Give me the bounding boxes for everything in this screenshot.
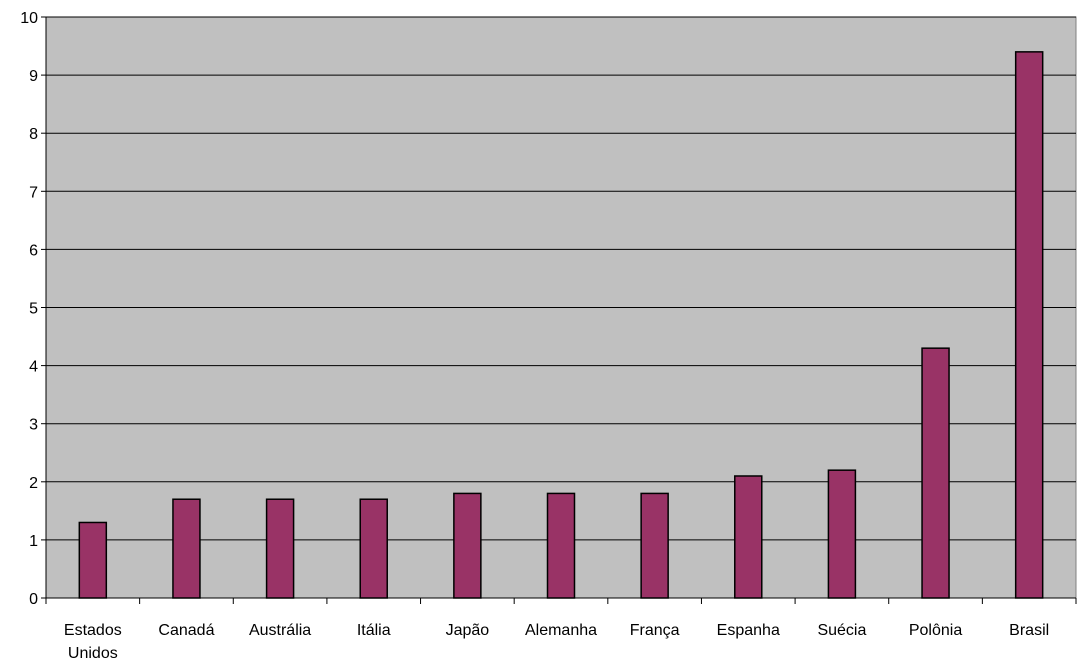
- x-tick-label: Austrália: [249, 622, 311, 639]
- x-tick-label: Polônia: [909, 622, 962, 639]
- x-tick-label: Suécia: [817, 622, 866, 639]
- y-tick-label: 8: [29, 126, 38, 143]
- y-tick-label: 5: [29, 301, 38, 318]
- bar: [265, 498, 295, 599]
- y-tick-label: 0: [29, 591, 38, 608]
- x-tick-label: Canadá: [158, 622, 214, 639]
- x-tick-label: Alemanha: [525, 622, 597, 639]
- bar: [640, 492, 669, 599]
- x-tick-label: Brasil: [1009, 622, 1049, 639]
- x-tick-label: Estados Unidos: [64, 622, 122, 662]
- y-tick-label: 1: [29, 533, 38, 550]
- y-tick-label: 7: [29, 184, 38, 201]
- gridlines: [46, 16, 1076, 541]
- y-tick-label: 2: [29, 475, 38, 492]
- x-tick-label: Itália: [357, 622, 391, 639]
- x-tick-label: França: [630, 622, 680, 639]
- bar: [1014, 51, 1044, 599]
- x-tick-label: Espanha: [717, 622, 780, 639]
- bar: [453, 492, 482, 599]
- bar: [172, 498, 201, 599]
- x-tick-label: Japão: [446, 622, 490, 639]
- bar: [921, 347, 950, 599]
- bar: [78, 521, 108, 599]
- y-axis-ticks: 0 1 2 3 4 5 6 7 8 9 10: [20, 10, 46, 608]
- y-tick-label: 3: [29, 417, 38, 434]
- bar: [827, 469, 857, 599]
- y-tick-label: 10: [20, 10, 38, 27]
- y-tick-label: 6: [29, 242, 38, 259]
- y-tick-label: 9: [29, 68, 38, 85]
- bar: [359, 498, 388, 599]
- x-axis-ticks: Estados Unidos Canadá Austrália Itália Japão A…: [45, 598, 1077, 662]
- bar: [546, 492, 576, 599]
- y-tick-label: 4: [29, 359, 38, 376]
- bar: [734, 475, 763, 599]
